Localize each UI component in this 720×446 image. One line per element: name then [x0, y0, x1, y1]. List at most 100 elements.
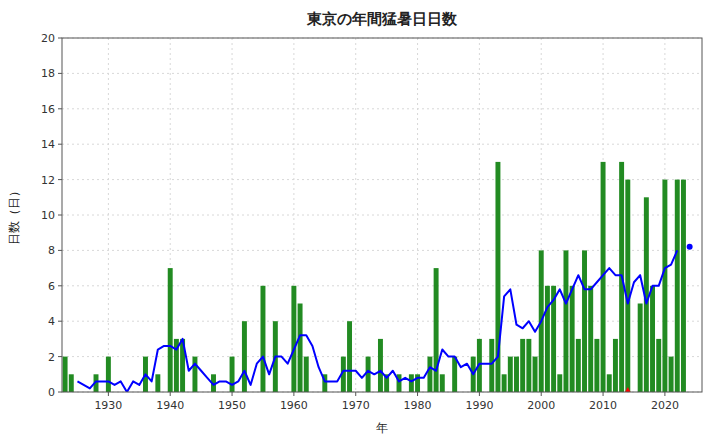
y-tick: [58, 144, 62, 145]
y-tick: [58, 321, 62, 322]
x-tick-label: 1950: [218, 399, 246, 412]
bar: [489, 339, 494, 392]
x-tick-label: 1980: [404, 399, 432, 412]
x-grid-line: [108, 38, 109, 392]
bar: [452, 357, 457, 392]
bar: [681, 180, 686, 392]
moving-average-line: [77, 250, 677, 392]
x-tick-label: 2000: [527, 399, 555, 412]
bar: [607, 374, 612, 392]
bar: [545, 286, 550, 392]
bar: [230, 357, 235, 392]
y-grid-line: [62, 321, 702, 322]
bar: [366, 357, 371, 392]
y-tick: [58, 215, 62, 216]
x-grid-line: [355, 38, 356, 392]
series-line: [77, 250, 677, 392]
bar: [508, 357, 513, 392]
y-tick-label: 18: [41, 67, 55, 80]
bar: [168, 268, 173, 392]
bar: [594, 339, 599, 392]
bar: [588, 286, 593, 392]
x-tick: [479, 392, 480, 396]
bar: [378, 339, 383, 392]
series-bar: [63, 162, 686, 392]
y-tick-label: 20: [41, 32, 55, 45]
x-tick: [293, 392, 294, 396]
bar: [409, 374, 414, 392]
y-tick-label: 6: [48, 280, 55, 293]
x-tick-label: 1970: [342, 399, 370, 412]
bar: [242, 321, 247, 392]
bar: [570, 286, 575, 392]
bar: [347, 321, 352, 392]
bar: [63, 357, 68, 392]
plot-frame: [62, 38, 702, 392]
bar: [557, 374, 562, 392]
bar: [291, 286, 296, 392]
y-grid-line: [62, 73, 702, 74]
bar: [625, 180, 630, 392]
bar: [656, 339, 661, 392]
bar: [440, 374, 445, 392]
x-tick: [170, 392, 171, 396]
bar: [192, 357, 197, 392]
bar: [675, 180, 680, 392]
bar: [638, 304, 643, 393]
series-scatter: [623, 387, 633, 392]
marks: [63, 162, 693, 392]
bar: [502, 374, 507, 392]
bar: [533, 357, 538, 392]
y-grid-line: [62, 108, 702, 109]
y-grid-line: [62, 144, 702, 145]
chart: 0246810121416182019301940195019601970198…: [0, 0, 720, 446]
x-tick: [232, 392, 233, 396]
bar: [298, 304, 303, 393]
y-tick-label: 10: [41, 209, 55, 222]
bar: [434, 268, 439, 392]
y-tick-label: 16: [41, 103, 55, 116]
y-tick: [58, 285, 62, 286]
bar: [155, 374, 160, 392]
y-tick: [58, 356, 62, 357]
bar: [260, 286, 265, 392]
y-tick: [58, 392, 62, 393]
y-grid-line: [62, 285, 702, 286]
grid: [62, 38, 702, 392]
y-grid-line: [62, 250, 702, 251]
axes: 0246810121416182019301940195019601970198…: [41, 32, 679, 412]
y-tick: [58, 250, 62, 251]
y-axis-label: 日数（日）: [7, 185, 21, 245]
y-tick-label: 0: [48, 386, 55, 399]
bar: [669, 357, 674, 392]
x-tick: [603, 392, 604, 396]
y-tick-label: 12: [41, 174, 55, 187]
bar: [563, 250, 568, 392]
bar: [576, 339, 581, 392]
triangle-marker: [623, 387, 633, 392]
y-tick-label: 8: [48, 244, 55, 257]
y-tick: [58, 179, 62, 180]
y-tick-label: 4: [48, 315, 55, 328]
x-tick: [108, 392, 109, 396]
y-tick: [58, 108, 62, 109]
y-grid-line: [62, 179, 702, 180]
x-tick: [355, 392, 356, 396]
x-tick-label: 1930: [94, 399, 122, 412]
x-tick-label: 1940: [156, 399, 184, 412]
x-tick-label: 2020: [651, 399, 679, 412]
point-marker: [687, 244, 693, 250]
x-tick: [664, 392, 665, 396]
x-tick-label: 2010: [589, 399, 617, 412]
bar: [69, 374, 74, 392]
x-tick-label: 1960: [280, 399, 308, 412]
y-tick: [58, 73, 62, 74]
x-grid-line: [417, 38, 418, 392]
series-scatter: [687, 244, 693, 250]
y-tick-label: 14: [41, 138, 55, 151]
bar: [304, 357, 309, 392]
x-grid-line: [232, 38, 233, 392]
y-grid-line: [62, 215, 702, 216]
title: 東京の年間猛暑日日数: [306, 10, 458, 28]
x-axis-label: 年: [376, 421, 388, 435]
